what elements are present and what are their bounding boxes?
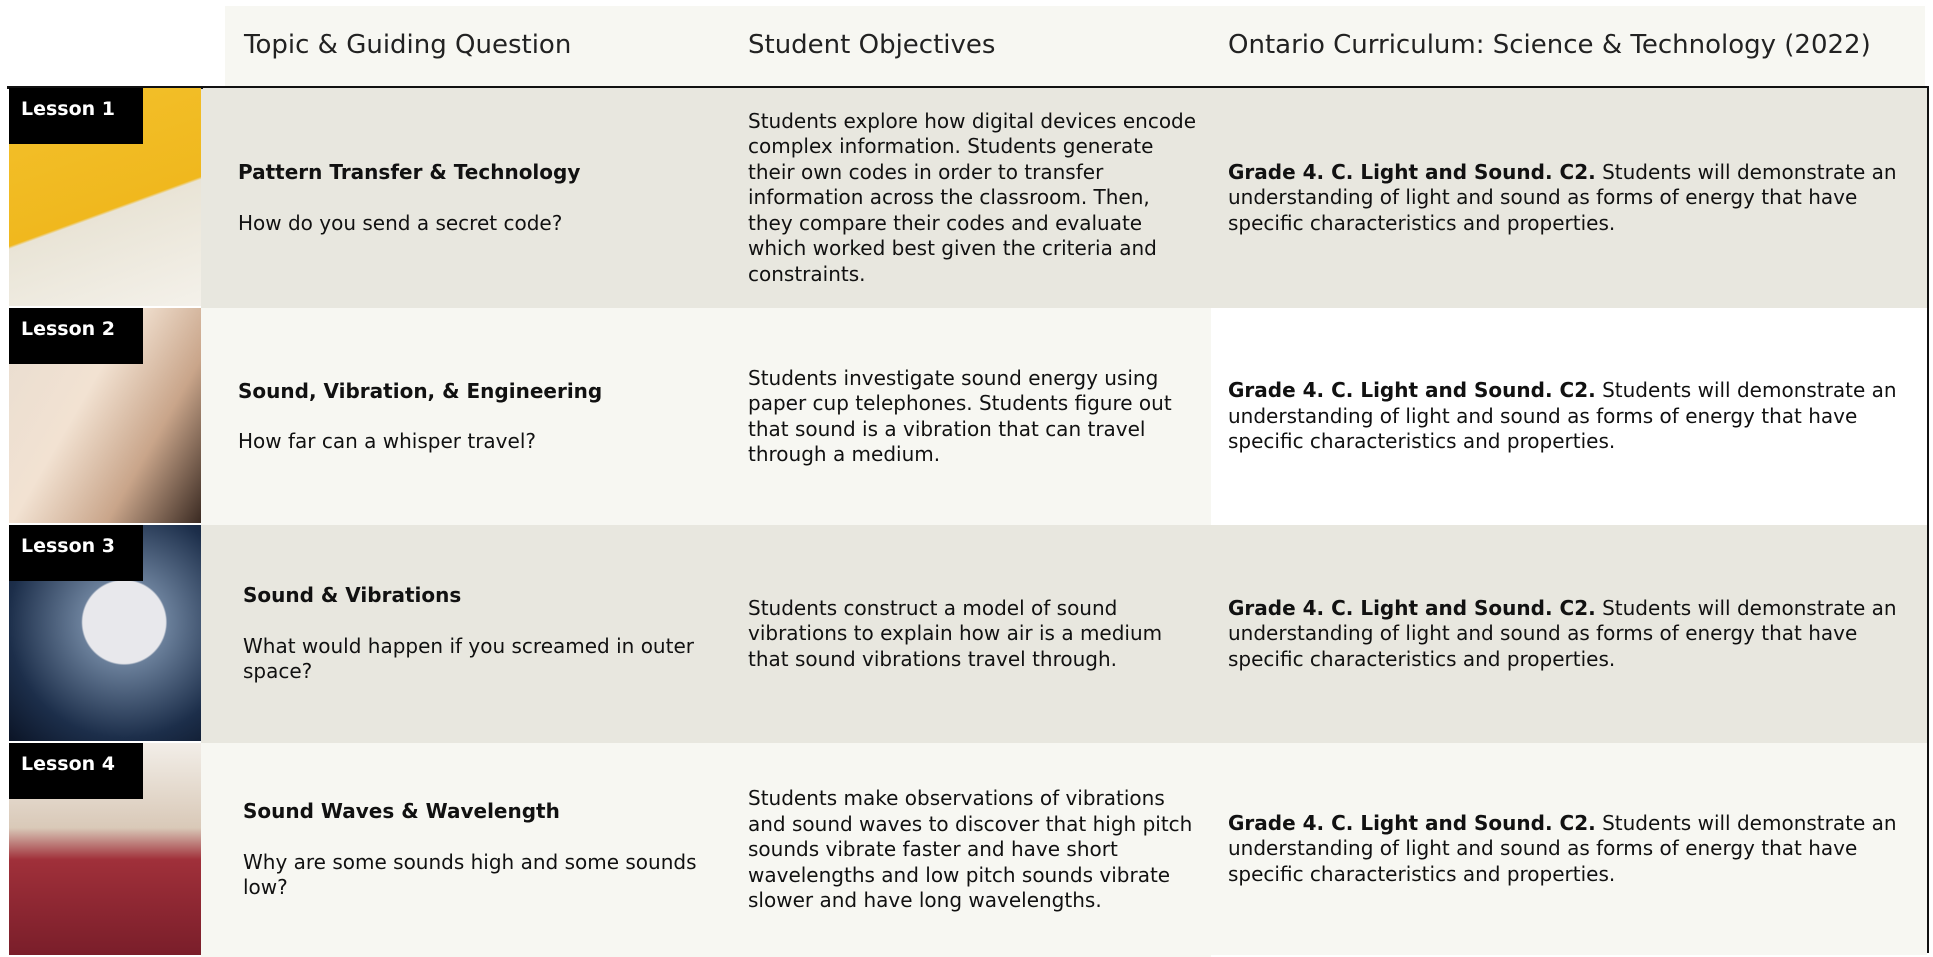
lesson-image: Lesson 4	[9, 743, 201, 955]
topic-title: Sound Waves & Wavelength	[243, 799, 560, 824]
curriculum-description: Students will demonstrate an understandi…	[1228, 378, 1897, 454]
objectives-text: Students make observations of vibrations…	[748, 786, 1193, 913]
curriculum-cell: Grade 4. C. Light and Sound. C2. Student…	[1211, 525, 1927, 743]
column-header: Ontario Curriculum: Science & Technology…	[1228, 30, 1871, 60]
curriculum-code: Grade 4. C. Light and Sound. C2.	[1228, 595, 1596, 620]
lesson-table: Pattern Transfer & Technology How do you …	[201, 86, 1929, 957]
curriculum-cell: Grade 4. C. Light and Sound. C2. Student…	[1211, 88, 1927, 308]
guiding-question: Why are some sounds high and some sounds…	[243, 849, 697, 900]
lesson-label: Lesson 1	[9, 88, 143, 144]
curriculum-description: Students will demonstrate an understandi…	[1228, 810, 1897, 886]
guiding-question: What would happen if you screamed in out…	[243, 633, 694, 684]
lesson-label: Lesson 4	[9, 743, 143, 799]
curriculum-description: Students will demonstrate an understandi…	[1228, 159, 1897, 235]
objectives-cell: Students construct a model of sound vibr…	[737, 525, 1211, 743]
curriculum-text: Grade 4. C. Light and Sound. C2. Student…	[1228, 378, 1913, 455]
curriculum-description: Students will demonstrate an understandi…	[1228, 595, 1897, 671]
column-header: Topic & Guiding Question	[244, 30, 572, 60]
guiding-question: How do you send a secret code?	[238, 210, 563, 235]
curriculum-code: Grade 4. C. Light and Sound. C2.	[1228, 378, 1596, 403]
column-header: Student Objectives	[748, 30, 996, 60]
curriculum-code: Grade 4. C. Light and Sound. C2.	[1228, 810, 1596, 835]
objectives-text: Students investigate sound energy using …	[748, 365, 1172, 467]
curriculum-cell: Grade 4. C. Light and Sound. C2. Student…	[1211, 743, 1927, 955]
lesson-image: Lesson 1	[9, 88, 201, 306]
curriculum-text: Grade 4. C. Light and Sound. C2. Student…	[1228, 596, 1913, 673]
objectives-text: Students construct a model of sound vibr…	[748, 595, 1163, 671]
objectives-cell: Students investigate sound energy using …	[737, 308, 1211, 525]
lesson-image: Lesson 3	[9, 525, 201, 741]
lesson-label: Lesson 3	[9, 525, 143, 581]
topic-cell: Pattern Transfer & Technology How do you …	[201, 88, 737, 308]
curriculum-text: Grade 4. C. Light and Sound. C2. Student…	[1228, 160, 1913, 237]
header-band	[225, 6, 1925, 86]
topic-cell: Sound, Vibration, & Engineering How far c…	[201, 308, 737, 525]
divider	[7, 86, 203, 89]
lesson-image: Lesson 2	[9, 308, 201, 523]
lesson-label: Lesson 2	[9, 308, 143, 364]
curriculum-cell: Grade 4. C. Light and Sound. C2. Student…	[1211, 308, 1927, 525]
curriculum-text: Grade 4. C. Light and Sound. C2. Student…	[1228, 811, 1913, 888]
guiding-question: How far can a whisper travel?	[238, 429, 536, 453]
topic-cell: Sound Waves & Wavelength Why are some sou…	[201, 743, 737, 957]
topic-title: Sound & Vibrations	[243, 583, 462, 608]
topic-cell: Sound & Vibrations What would happen if y…	[201, 525, 737, 743]
objectives-cell: Students explore how digital devices enc…	[737, 88, 1211, 308]
objectives-text: Students explore how digital devices enc…	[748, 108, 1197, 286]
topic-title: Pattern Transfer & Technology	[238, 160, 581, 184]
objectives-cell: Students make observations of vibrations…	[737, 743, 1211, 957]
curriculum-code: Grade 4. C. Light and Sound. C2.	[1228, 159, 1596, 184]
topic-title: Sound, Vibration, & Engineering	[238, 378, 603, 403]
